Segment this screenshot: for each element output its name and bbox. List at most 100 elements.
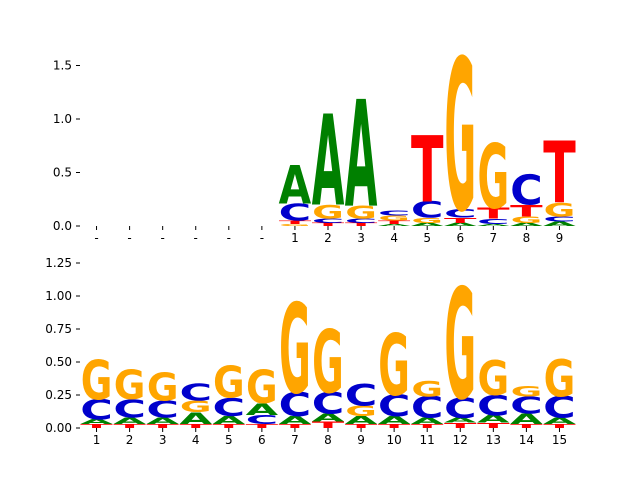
logo-letter-G: G [478,128,510,230]
x-tick-label: 11 [420,433,435,447]
svg-text:A: A [80,418,113,426]
svg-text:T: T [179,423,212,429]
svg-text:G: G [312,312,344,413]
logo-letter-A: A [510,411,543,428]
x-tick-label: 6 [456,231,464,245]
logo-letter-G: G [511,383,543,400]
x-tick-label: - [227,231,231,245]
logo-letter-T: T [543,423,576,429]
svg-text:A: A [411,222,444,227]
svg-text:A: A [279,156,312,217]
logo-letter-T: T [345,222,377,227]
svg-text:A: A [477,413,510,426]
svg-text:G: G [544,349,576,409]
logo-letter-G: G [411,216,443,225]
logo-letter-G: G [544,199,576,221]
logo-letter-A: A [80,418,113,426]
svg-text:T: T [378,220,410,225]
x-tick-label: - [127,231,131,245]
logo-letter-T: T [411,119,444,224]
logo-letter-A: A [411,416,444,426]
logo-letter-C: C [113,394,146,424]
logo-letter-T: T [444,216,478,225]
svg-text:A: A [411,416,444,426]
svg-text:C: C [80,394,113,426]
logo-letter-G: G [378,214,410,223]
x-tick-label: 1 [291,231,299,245]
x-tick-label: 9 [556,231,564,245]
x-tick-label: 10 [386,433,401,447]
svg-text:C: C [477,217,510,226]
svg-text:G: G [444,17,476,259]
logo-letter-G: G [345,203,377,224]
logo-letter-T: T [312,420,345,431]
svg-text:T: T [312,420,345,431]
svg-text:G: G [478,352,510,407]
logo-letter-G: G [411,377,443,402]
logo-letter-T: T [179,423,212,429]
logo-letter-T: T [213,423,246,429]
x-tick-label: 2 [126,433,134,447]
x-tick-label: - [260,231,264,245]
logo-letter-T: T [477,205,510,222]
svg-text:C: C [411,390,444,424]
logo-letter-T: T [113,423,146,429]
logo-letter-T: T [146,423,179,429]
x-tick-label: 6 [258,433,266,447]
logo-letter-A: A [345,71,378,241]
logo-letter-G: G [213,357,245,408]
x-tick-label: 4 [390,231,398,245]
logo-letter-A: A [146,416,179,426]
svg-text:A: A [345,71,378,241]
svg-text:C: C [543,215,576,224]
svg-text:T: T [510,202,543,221]
logo-letter-A: A [213,414,246,427]
x-tick-label: 15 [552,433,567,447]
y-tick-label: 0.75 [45,322,72,336]
svg-text:G: G [279,223,311,226]
svg-text:G: G [411,377,443,402]
svg-text:T: T [279,220,311,225]
svg-text:A: A [378,223,411,226]
y-tick-label: 0.0 [53,219,72,233]
logo-letter-A: A [543,221,577,228]
x-tick-label: - [94,231,98,245]
svg-text:T: T [279,423,312,429]
logo-letter-C: C [80,394,113,426]
x-tick-label: 3 [357,231,365,245]
logo-letter-G: G [147,366,179,411]
svg-text:G: G [345,203,377,224]
logo-letter-T: T [246,423,279,429]
svg-text:T: T [543,125,576,224]
logo-letter-C: C [279,200,312,227]
x-tick-label: 7 [490,231,498,245]
logo-letter-C: C [378,208,411,217]
svg-text:A: A [312,412,345,425]
x-tick-label: 12 [453,433,468,447]
logo-letter-A: A [378,414,411,427]
logo-letter-G: G [246,361,278,414]
logo-letter-C: C [378,389,411,423]
logo-letter-A: A [312,412,345,425]
logo-letter-T: T [444,421,478,429]
svg-text:T: T [345,423,378,429]
x-tick-label: 3 [159,433,167,447]
logo-letter-A: A [312,89,345,234]
logo-letter-C: C [345,218,378,225]
logo-letter-G: G [544,349,576,409]
svg-text:G: G [544,199,576,221]
svg-text:G: G [114,363,146,409]
svg-text:T: T [477,205,510,222]
logo-letter-G: G [81,349,113,412]
svg-text:C: C [279,200,312,227]
svg-text:G: G [246,361,278,414]
svg-text:C: C [543,390,576,424]
logo-letter-T: T [312,222,344,227]
y-tick-label: 1.5 [53,59,72,73]
bottom-sequence-logo: 0.000.250.500.751.001.251TACG2TACG3TACG4… [45,256,576,447]
svg-text:T: T [213,423,246,429]
logo-letter-G: G [279,223,311,226]
